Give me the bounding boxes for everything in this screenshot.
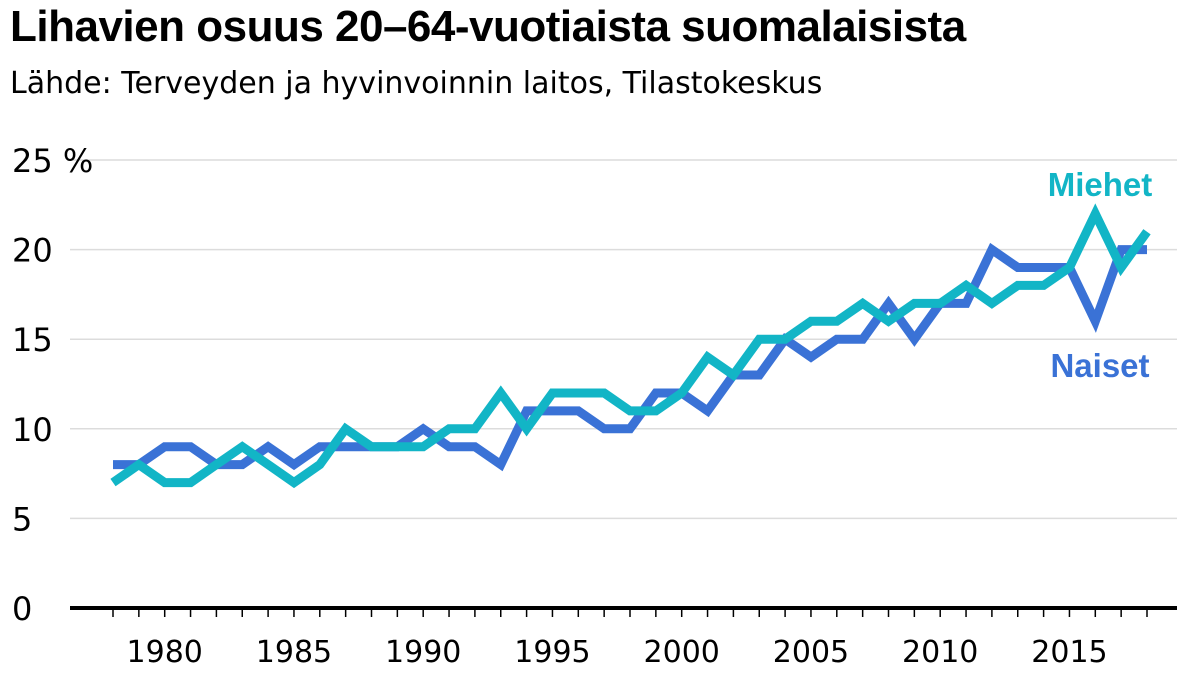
- y-tick-label-10: 10: [12, 411, 53, 449]
- x-tick-label-1990: 1990: [385, 635, 461, 670]
- x-tick-label-2005: 2005: [773, 635, 849, 670]
- x-tick-label-2015: 2015: [1031, 635, 1107, 670]
- x-tick-label-2000: 2000: [644, 635, 720, 670]
- chart-title: Lihavien osuus 20–64-vuotiaista suomalai…: [10, 2, 966, 51]
- x-tick-label-1985: 1985: [256, 635, 332, 670]
- series-label-naiset: Naiset: [1050, 347, 1149, 384]
- y-tick-label-25: 25 %: [12, 142, 93, 180]
- y-tick-label-5: 5: [12, 500, 32, 538]
- x-tick-label-1995: 1995: [514, 635, 590, 670]
- series-line-miehet: [110, 203, 1151, 489]
- x-tick-label-1980: 1980: [127, 635, 203, 670]
- x-tick-label-2010: 2010: [902, 635, 978, 670]
- y-tick-label-15: 15: [12, 321, 53, 359]
- y-tick-label-0: 0: [12, 590, 32, 628]
- series-line-naiset: [113, 242, 1147, 472]
- chart-subtitle: Lähde: Terveyden ja hyvinvoinnin laitos,…: [10, 66, 823, 101]
- y-tick-label-20: 20: [12, 232, 53, 270]
- series-label-miehet: Miehet: [1048, 166, 1153, 203]
